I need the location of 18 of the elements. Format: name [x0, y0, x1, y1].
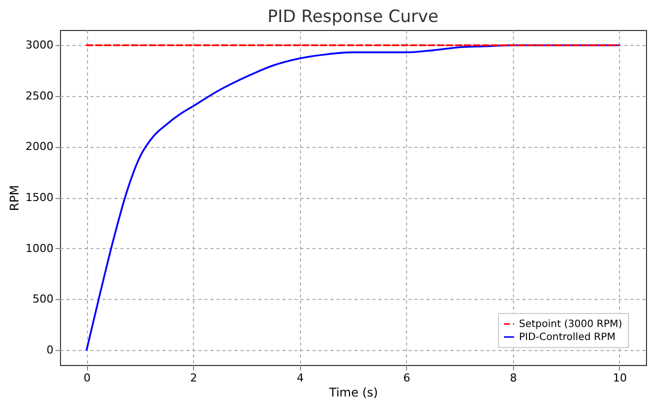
x-axis-title: Time (s) — [328, 386, 378, 400]
x-tick-label: 8 — [510, 372, 517, 384]
chart-title: PID Response Curve — [268, 7, 438, 27]
x-tick-label: 10 — [612, 372, 627, 384]
y-tick-label: 2000 — [26, 140, 54, 154]
y-tick-label: 2500 — [26, 89, 54, 102]
x-tick-label: 2 — [190, 372, 198, 384]
y-tick-label: 1000 — [26, 242, 54, 255]
x-tick-label: 4 — [296, 372, 304, 384]
y-tick-label: 1500 — [26, 191, 54, 204]
y-axis-title: RPM — [8, 185, 22, 211]
x-tick-label: 0 — [84, 372, 91, 384]
y-tick-label: 3000 — [26, 38, 54, 52]
legend-label: PID-Controlled RPM — [519, 332, 616, 343]
legend-label: Setpoint (3000 RPM) — [519, 319, 622, 330]
y-tick-label: 0 — [46, 343, 54, 356]
x-tick-label: 6 — [403, 372, 410, 384]
y-tick-label: 500 — [32, 292, 54, 306]
